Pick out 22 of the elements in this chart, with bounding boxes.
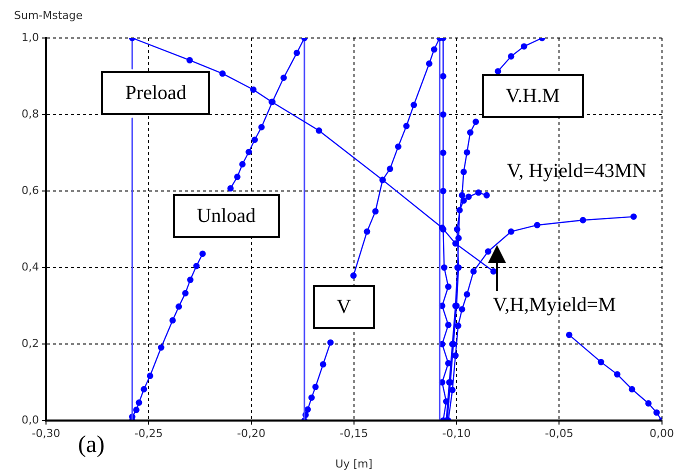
y-tick-label: 0,0: [22, 413, 39, 426]
annotation: Unload: [172, 194, 280, 238]
y-tick-label: 1,0: [22, 30, 39, 44]
y-tick-label: 0,2: [22, 336, 39, 350]
y-tick-label: 0,6: [22, 184, 39, 197]
x-tick-label: -0,30: [32, 427, 60, 440]
annotation: Preload: [101, 71, 210, 116]
annotation: V, Hyield=43MN: [506, 160, 647, 182]
annotation: V,H,Myield=M: [492, 294, 616, 316]
y-tick-label: 0,8: [22, 107, 39, 120]
x-tick-label: -0,25: [134, 427, 163, 440]
y-tick-label: 0,4: [22, 260, 39, 274]
x-tick-label: -0,10: [442, 427, 471, 440]
x-tick-label: -0,05: [544, 427, 574, 440]
y-axis-title: Sum-Mstage: [14, 8, 83, 22]
annotation: V: [312, 285, 376, 330]
text: (a): [78, 432, 105, 458]
annotation: V.H.M: [482, 74, 584, 118]
x-axis-title: Uy [m]: [335, 457, 373, 470]
x-tick-label: -0,15: [340, 427, 368, 440]
x-tick-label: 0,00: [650, 427, 674, 440]
x-tick-label: -0,20: [237, 427, 266, 440]
